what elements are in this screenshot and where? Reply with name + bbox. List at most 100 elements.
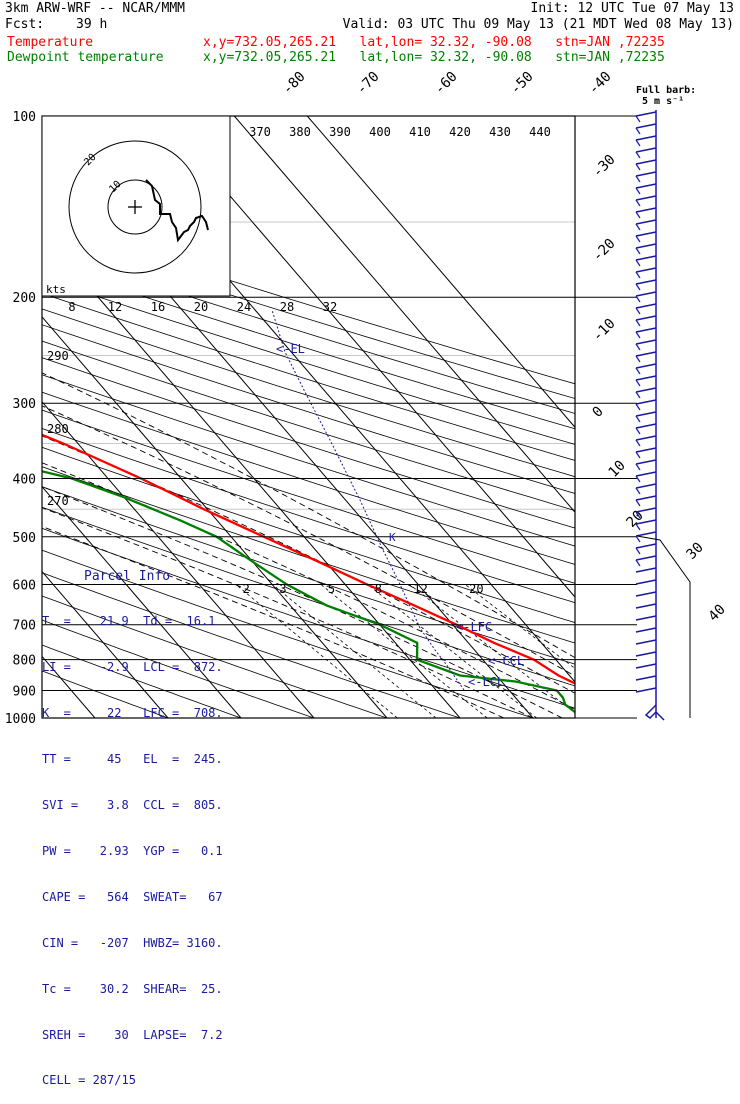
wind-barb <box>635 507 657 513</box>
wind-barb <box>635 555 657 561</box>
wind-barb-flag <box>635 223 641 231</box>
wind-barb <box>635 651 657 657</box>
wind-barb-flag <box>635 163 641 171</box>
theta-label: 410 <box>409 125 431 139</box>
parcel-row: T = 21.9 Td = 16.1 <box>42 614 216 629</box>
pressure-tick-label: 300 <box>13 397 36 412</box>
isotherm-line <box>42 316 388 718</box>
isotherm-line <box>42 485 242 718</box>
forecast-hour: 39 h <box>76 17 108 32</box>
wind-barb <box>635 315 657 321</box>
plot-area <box>42 116 575 718</box>
wind-barb <box>635 363 657 369</box>
dry-adiabat-line <box>42 248 575 414</box>
hodograph-unit-label: kts <box>46 283 66 296</box>
legend-dewpoint-name: Dewpoint temperature <box>7 50 164 65</box>
barb-key-line1: Full barb: <box>636 85 696 96</box>
wind-barb <box>635 339 657 345</box>
parcel-row: CIN = -207 HWBZ= 3160. <box>42 935 223 950</box>
dry-adiabat-line <box>42 324 575 494</box>
wind-barb <box>635 147 657 153</box>
parcel-row: CELL = 287/15 <box>42 1073 136 1088</box>
wind-barb <box>635 447 657 453</box>
mixing-ratio-label: 5 <box>328 582 335 596</box>
wind-barb-flag <box>635 151 641 159</box>
wind-barb <box>635 351 657 357</box>
theta-label: 430 <box>489 125 511 139</box>
dry-adiabat-line <box>42 308 575 478</box>
wind-barb <box>635 603 657 609</box>
theta-label: 400 <box>369 125 391 139</box>
wind-barb <box>635 135 657 141</box>
legend-temperature-name: Temperature <box>7 35 94 50</box>
isotherm-label: -50 <box>508 69 537 98</box>
isotherm-line <box>160 116 575 598</box>
theta-label: 420 <box>449 125 471 139</box>
hodograph-box <box>41 115 231 297</box>
wind-barb <box>635 567 657 573</box>
dry-adiabat-line <box>42 446 575 624</box>
wind-barb <box>635 639 657 645</box>
init-time: Init: 12 UTC Tue 07 May 13 <box>530 1 735 16</box>
pressure-tick-label: 100 <box>13 110 36 125</box>
parcel-trace <box>271 309 465 691</box>
isotherm-line <box>42 400 315 718</box>
wind-barb-flag <box>635 439 641 447</box>
surface-wind-barb <box>644 704 665 721</box>
pressure-tick-label: 200 <box>13 291 36 306</box>
wind-barb-flag <box>635 511 641 519</box>
wind-barb <box>635 111 657 117</box>
wind-barb-flag <box>635 463 641 471</box>
wind-barb-flag <box>635 319 641 327</box>
dry-adiabat-line <box>42 619 316 718</box>
dry-adiabat-line <box>42 644 243 718</box>
dry-adiabat-line <box>42 340 575 511</box>
wind-barb-flag <box>635 427 641 435</box>
isotherm-label: 10 <box>606 458 629 481</box>
wind-barb <box>635 519 657 525</box>
isotherm-line <box>233 116 575 513</box>
isotherm-label: 30 <box>684 540 707 563</box>
wind-barb-flag <box>635 415 641 423</box>
wind-barb <box>635 675 657 681</box>
wind-barb <box>635 495 657 501</box>
wind-barb <box>635 627 657 633</box>
wind-barb <box>635 483 657 489</box>
wind-barb <box>635 243 657 249</box>
mixing-ratio-label: 20 <box>469 582 483 596</box>
mixing-ratio-label: 8 <box>375 582 382 596</box>
isotherm-line <box>306 116 575 429</box>
dry-adiabat-line <box>42 670 170 718</box>
dry-adiabat-line <box>42 549 535 718</box>
pressure-tick-label: 400 <box>13 472 36 487</box>
wind-barb <box>635 255 657 261</box>
model-title: 3km ARW-WRF -- NCAR/MMM <box>5 1 186 16</box>
wind-barb <box>635 231 657 237</box>
wind-barb-flag <box>635 403 641 411</box>
theta-label: 280 <box>47 422 69 436</box>
wind-barb <box>635 531 657 537</box>
wind-barb <box>635 579 657 585</box>
temperature-trace <box>42 433 575 685</box>
wind-barb-flag <box>635 247 641 255</box>
dry-adiabat-line <box>42 262 575 430</box>
pressure-tick-label: 900 <box>13 684 36 699</box>
wind-barb-flag <box>635 451 641 459</box>
valid-time: Valid: 03 UTC Thu 09 May 13 (21 MDT Wed … <box>342 17 734 32</box>
dry-adiabat-line <box>42 277 575 445</box>
parcel-row: LI = -2.9 LCL = 872. <box>42 660 223 675</box>
wind-barb-flag <box>635 355 641 363</box>
wind-barb-flag <box>635 487 641 495</box>
wind-barb <box>635 171 657 177</box>
wind-barb <box>635 291 657 297</box>
wind-barb-flag <box>635 259 641 267</box>
level-marker-k: K <box>389 531 396 544</box>
isotherm-label: 40 <box>706 602 729 625</box>
dry-adiabat-line <box>42 527 575 709</box>
wind-barb <box>635 435 657 441</box>
wind-barb <box>635 543 657 549</box>
wind-barb <box>635 159 657 165</box>
pressure-tick-label: 700 <box>13 619 36 634</box>
dry-adiabat-line <box>42 595 389 718</box>
